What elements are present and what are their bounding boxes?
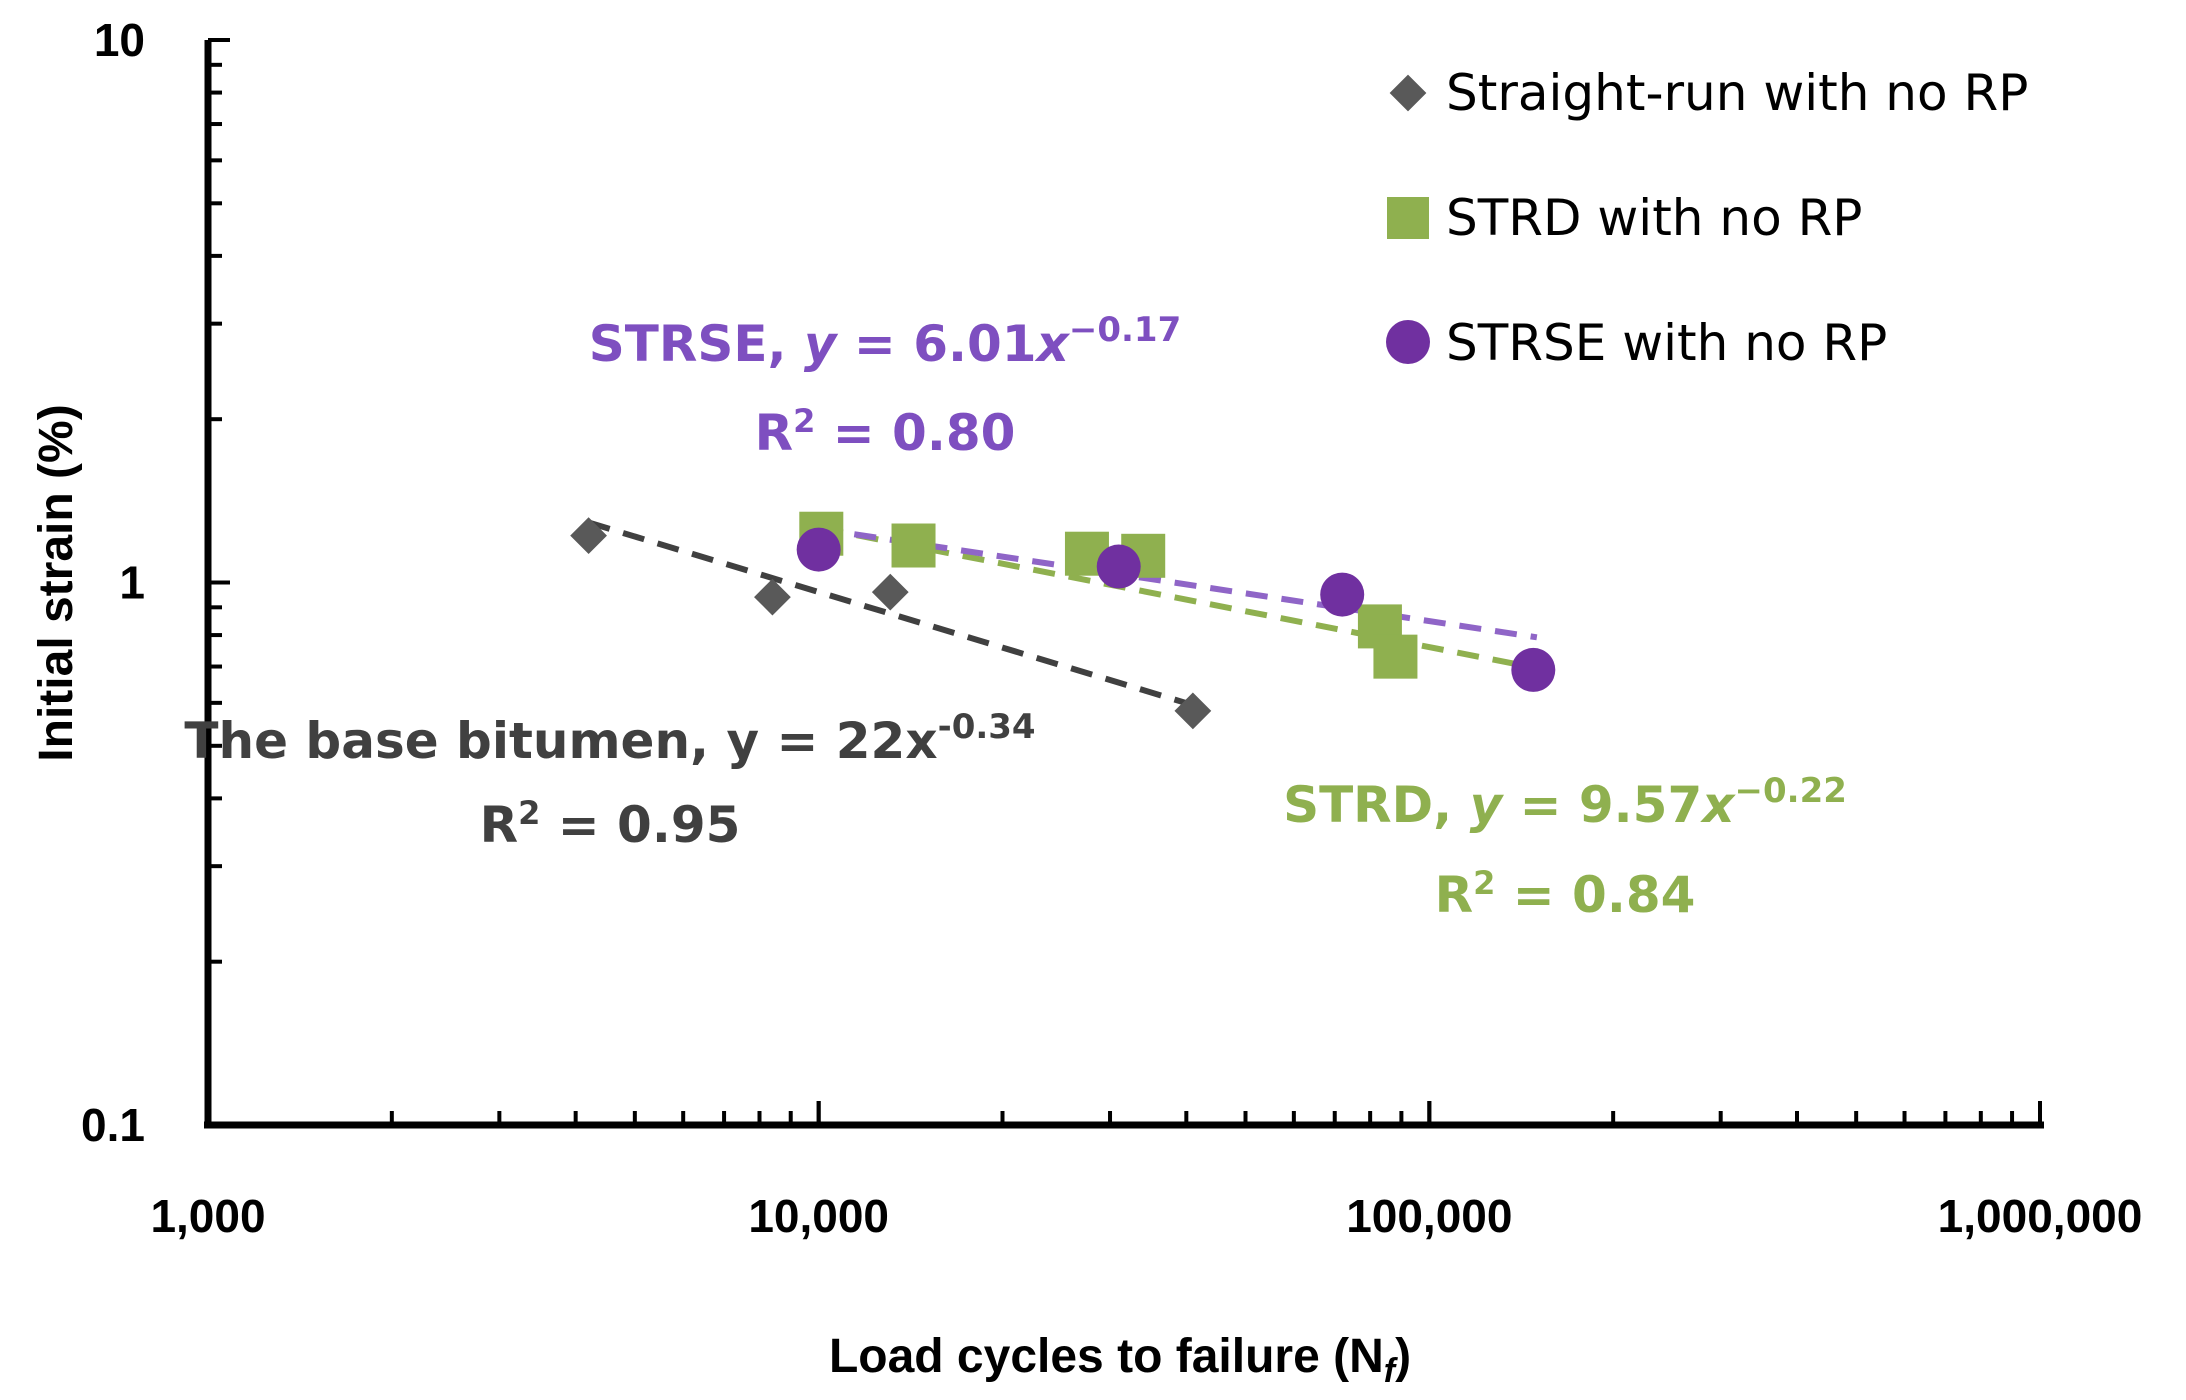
annotation-strd-r2-label: R	[1435, 866, 1474, 924]
annotation-strd-exponent: −0.22	[1735, 771, 1847, 811]
annotation-base-r2-sup: 2	[518, 794, 540, 832]
legend: Straight-run with no RP STRD with no RP …	[1386, 64, 2028, 372]
y-axis-title: Initial strain (%)	[30, 404, 83, 761]
data-point-strse	[1096, 544, 1141, 589]
x-axis-title-close: )	[1395, 1330, 1411, 1383]
legend-marker-strd	[1387, 197, 1429, 239]
annotation-strd-r2-sup: 2	[1473, 864, 1495, 902]
x-tick-label: 1,000	[150, 1190, 265, 1242]
annotation-strd-eq: = 9.57	[1502, 776, 1702, 834]
x-tick-label: 100,000	[1346, 1190, 1512, 1242]
annotation-strse-r2-label: R	[755, 404, 794, 462]
annotation-strd-equation: STRD, y = 9.57x−0.22	[1283, 771, 1847, 834]
legend-label-straight-run: Straight-run with no RP	[1446, 64, 2028, 122]
legend-label-strd: STRD with no RP	[1446, 189, 1862, 247]
legend-label-strse: STRSE with no RP	[1446, 314, 1887, 372]
data-point-strd	[891, 523, 936, 568]
annotation-strd-x: x	[1699, 776, 1736, 834]
markers	[570, 511, 1556, 730]
annotation-strd-y: y	[1470, 776, 1505, 834]
annotation-strse-exponent: −0.17	[1069, 310, 1181, 350]
x-axis-title-main: Load cycles to failure (N	[829, 1330, 1384, 1383]
trendline-square	[820, 525, 1538, 672]
annotation-strse-eq: = 6.01	[837, 315, 1037, 373]
annotation-base-r2-label: R	[480, 796, 519, 854]
annotation-strse-y: y	[804, 315, 839, 373]
x-tick-labels: 1,000 10,000 100,000 1,000,000	[150, 1190, 2142, 1242]
annotation-base-r2: R2 = 0.95	[480, 794, 741, 854]
annotation-strse-equation: STRSE, y = 6.01x−0.17	[589, 310, 1182, 373]
annotation-base-equation: The base bitumen, y = 22x-0.34	[184, 707, 1035, 770]
x-tick-label: 10,000	[748, 1190, 889, 1242]
annotation-strse-x: x	[1034, 315, 1071, 373]
y-minor-ticks	[208, 38, 230, 1127]
annotation-strse-name: STRSE,	[589, 315, 804, 373]
trendlines	[587, 519, 1538, 708]
data-point-straight-run	[871, 573, 909, 611]
x-axis-title-sub: f	[1384, 1352, 1399, 1390]
data-point-strse	[1511, 647, 1556, 692]
y-tick-label: 0.1	[81, 1099, 145, 1151]
annotation-strse-r2-value: = 0.80	[815, 404, 1015, 462]
data-point-strse	[796, 527, 841, 572]
annotations: STRSE, y = 6.01x−0.17 R2 = 0.80 The base…	[184, 310, 1847, 924]
legend-marker-straight-run	[1389, 74, 1427, 112]
y-tick-labels: 0.1 1 10	[81, 14, 145, 1151]
annotation-base-r2-value: = 0.95	[540, 796, 740, 854]
data-point-strse	[1320, 572, 1365, 617]
legend-marker-strse	[1386, 320, 1430, 364]
y-tick-label: 1	[119, 557, 145, 609]
annotation-strd-r2: R2 = 0.84	[1435, 864, 1696, 924]
annotation-base-prefix: The base bitumen, y = 22x	[184, 712, 937, 770]
annotation-strse-r2: R2 = 0.80	[755, 402, 1016, 462]
data-point-strd	[1373, 634, 1418, 679]
annotation-strd-name: STRD,	[1283, 776, 1470, 834]
data-point-straight-run	[1174, 692, 1212, 730]
x-tick-label: 1,000,000	[1938, 1190, 2143, 1242]
y-tick-label: 10	[94, 14, 145, 66]
data-point-straight-run	[570, 517, 607, 555]
annotation-strse-r2-sup: 2	[793, 402, 815, 440]
x-axis-title: Load cycles to failure (Nf)	[829, 1330, 1411, 1390]
trendline-circle	[818, 525, 1538, 641]
annotation-base-exponent: -0.34	[938, 707, 1036, 747]
data-point-straight-run	[754, 578, 791, 616]
x-minor-ticks	[206, 1101, 2042, 1125]
annotation-strd-r2-value: = 0.84	[1495, 866, 1695, 924]
